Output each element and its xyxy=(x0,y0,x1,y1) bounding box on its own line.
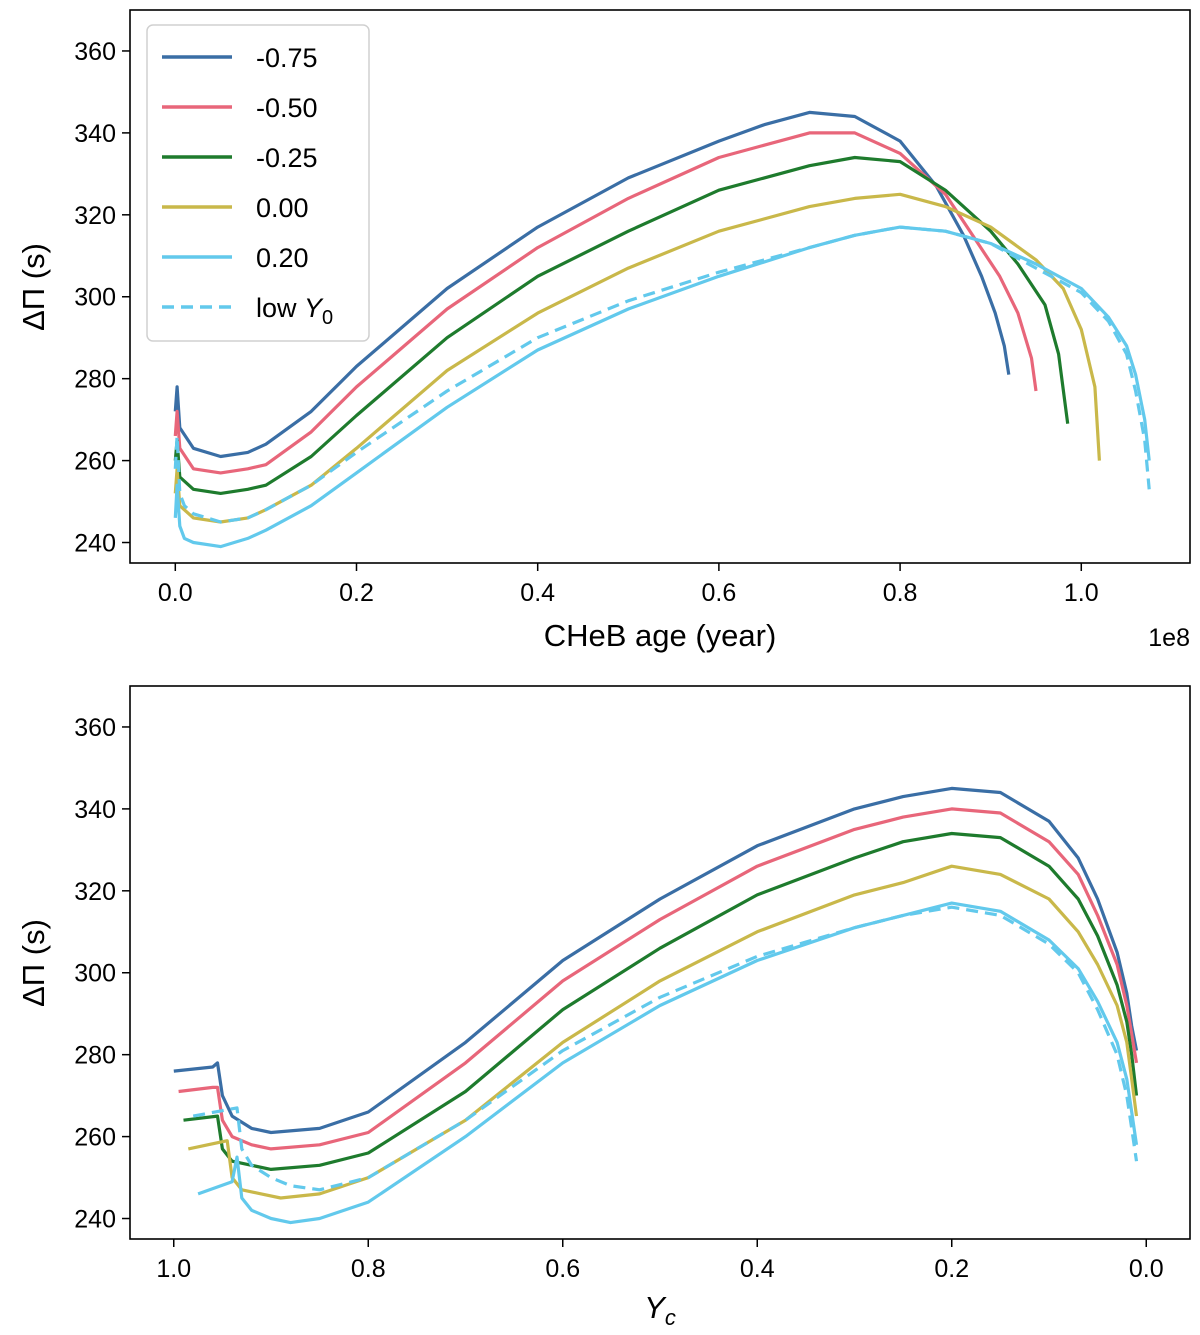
bottom-plot-frame xyxy=(129,685,1191,1240)
bottom-y-tick-label: 260 xyxy=(74,1124,116,1152)
bottom-x-tick-label: 1.0 xyxy=(156,1255,191,1283)
top-plot-frame xyxy=(129,9,1191,564)
bottom-y-ticks: 240 260 280 300 320 340 360 xyxy=(74,714,130,1234)
bottom-x-tick-label: 0.2 xyxy=(934,1255,969,1283)
top-series-line-6 xyxy=(173,225,1151,524)
legend-label-6: low Y0 xyxy=(256,293,333,329)
bottom-y-axis-label: ΔΠ (s) xyxy=(16,919,51,1007)
legend-label-symbol: Y xyxy=(304,293,324,323)
top-series-line-5 xyxy=(173,225,1151,549)
top-series-line-1 xyxy=(173,110,1011,459)
top-x-tick-label: 1.0 xyxy=(1064,579,1099,607)
top-series-group xyxy=(173,110,1151,549)
bottom-x-axis-label: Yc xyxy=(644,1290,676,1330)
bottom-x-tick-label: 0.8 xyxy=(351,1255,386,1283)
bottom-series-line-3 xyxy=(183,831,1139,1171)
legend-label-5: 0.20 xyxy=(256,243,309,273)
bottom-series-line-1 xyxy=(173,786,1139,1135)
top-y-tick-label: 320 xyxy=(74,202,116,230)
top-x-tick-label: 0.4 xyxy=(520,579,555,607)
bottom-y-tick-label: 340 xyxy=(74,796,116,824)
top-x-tick-label: 0.8 xyxy=(883,579,918,607)
top-x-ticks: 0.0 0.2 0.4 0.6 0.8 1.0 xyxy=(158,563,1099,607)
bottom-y-tick-label: 300 xyxy=(74,960,116,988)
top-x-tick-label: 0.2 xyxy=(339,579,374,607)
top-y-tick-label: 360 xyxy=(74,38,116,66)
bottom-x-axis-label-main: Y xyxy=(644,1290,667,1325)
bottom-y-tick-label: 280 xyxy=(74,1042,116,1070)
bottom-series-group xyxy=(173,786,1139,1225)
legend-box xyxy=(146,24,370,342)
top-series-line-2 xyxy=(173,131,1038,475)
top-y-ticks: 240 260 280 300 320 340 360 xyxy=(74,38,130,558)
top-x-axis-label: CHeB age (year) xyxy=(544,618,777,653)
legend-label-3: -0.25 xyxy=(256,143,318,173)
top-y-tick-label: 300 xyxy=(74,284,116,312)
top-x-tick-label: 0.6 xyxy=(702,579,737,607)
bottom-series-line-6 xyxy=(192,905,1139,1192)
bottom-y-tick-label: 240 xyxy=(74,1206,116,1234)
top-y-tick-label: 280 xyxy=(74,366,116,394)
legend-label-subscript: 0 xyxy=(322,307,333,329)
top-panel: 0.0 0.2 0.4 0.6 0.8 1.0 240 260 280 300 320 340 360… xyxy=(16,9,1191,653)
bottom-x-axis-label-subscript: c xyxy=(665,1305,676,1330)
legend: -0.75 -0.50 -0.25 0.00 0.20 low Y0 xyxy=(146,24,370,342)
legend-label-1: -0.75 xyxy=(256,43,318,73)
legend-label-text: low xyxy=(256,293,304,323)
top-x-offset-label: 1e8 xyxy=(1148,624,1190,652)
bottom-y-tick-label: 360 xyxy=(74,714,116,742)
bottom-x-tick-label: 0.4 xyxy=(740,1255,775,1283)
top-y-tick-label: 260 xyxy=(74,448,116,476)
bottom-y-tick-label: 320 xyxy=(74,878,116,906)
bottom-x-ticks: 1.0 0.8 0.6 0.4 0.2 0.0 xyxy=(156,1239,1164,1283)
bottom-series-line-5 xyxy=(197,901,1139,1225)
bottom-x-tick-label: 0.0 xyxy=(1129,1255,1164,1283)
bottom-panel: 1.0 0.8 0.6 0.4 0.2 0.0 240 260 280 300 320 340 360… xyxy=(16,685,1191,1330)
top-series-line-3 xyxy=(173,155,1070,495)
legend-label-4: 0.00 xyxy=(256,193,309,223)
top-y-tick-label: 340 xyxy=(74,120,116,148)
top-y-axis-label: ΔΠ (s) xyxy=(16,243,51,331)
top-y-tick-label: 240 xyxy=(74,530,116,558)
legend-entries: -0.75 -0.50 -0.25 0.00 0.20 low Y0 xyxy=(162,43,333,329)
legend-label-2: -0.50 xyxy=(256,93,318,123)
bottom-series-line-4 xyxy=(187,864,1139,1200)
top-x-tick-label: 0.0 xyxy=(158,579,193,607)
bottom-x-tick-label: 0.6 xyxy=(545,1255,580,1283)
bottom-series-line-2 xyxy=(178,807,1139,1151)
